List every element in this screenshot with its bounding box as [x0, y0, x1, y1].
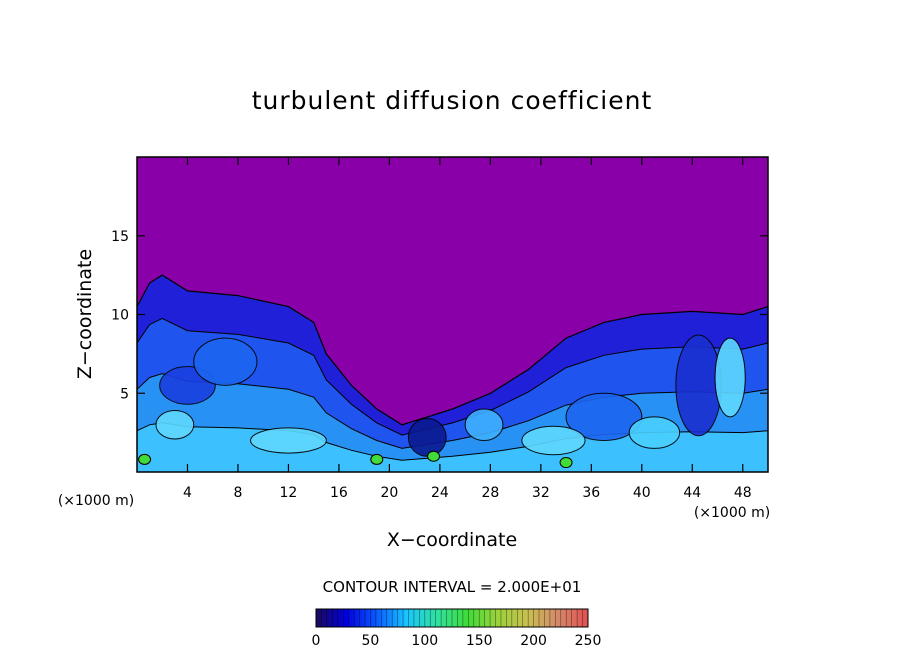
- eddy: [714, 337, 746, 418]
- x-tick-label: 24: [431, 485, 449, 501]
- eddy: [407, 417, 447, 457]
- high-value-spot: [559, 457, 573, 469]
- y-axis-label: Z−coordinate: [74, 249, 96, 379]
- eddy: [250, 427, 327, 454]
- x-tick-label: 4: [183, 485, 192, 501]
- y-tick-label: 15: [111, 229, 129, 245]
- eddy: [675, 334, 722, 437]
- x-tick-label: 32: [532, 485, 550, 501]
- x-tick-label: 40: [633, 485, 651, 501]
- x-tick-label: 28: [481, 485, 499, 501]
- x-tick-label: 48: [734, 485, 752, 501]
- high-value-spot: [370, 453, 384, 465]
- x-tick-label: 36: [582, 485, 600, 501]
- eddy: [521, 425, 586, 456]
- y-tick-label: 10: [111, 308, 129, 324]
- eddy: [565, 392, 643, 441]
- colorbar-tick-label: 50: [361, 633, 379, 649]
- x-tick-label: 12: [280, 485, 298, 501]
- chart-title: turbulent diffusion coefficient: [251, 86, 653, 115]
- colorbar-tick-label: 250: [575, 633, 602, 649]
- eddy: [155, 410, 195, 440]
- plot-area: [137, 157, 768, 472]
- x-tick-label: 44: [683, 485, 701, 501]
- contour-outer: [137, 274, 768, 472]
- colorbar-frame: [315, 608, 589, 628]
- y-tick-label: 5: [120, 386, 129, 402]
- colorbar-tick-label: 100: [411, 633, 438, 649]
- x-unit-left: (×1000 m): [58, 493, 134, 509]
- high-value-spot: [427, 450, 441, 462]
- x-tick-label: 8: [233, 485, 242, 501]
- eddy: [193, 337, 258, 386]
- x-tick-label: 16: [330, 485, 348, 501]
- colorbar: 0 50 100 150 200 250: [312, 608, 602, 649]
- x-unit-right: (×1000 m): [694, 505, 770, 521]
- colorbar-tick-label: 200: [520, 633, 547, 649]
- high-value-spot: [138, 453, 152, 465]
- colorbar-tick-label: 0: [312, 633, 321, 649]
- x-axis-label: X−coordinate: [387, 529, 517, 551]
- colorbar-tick-label: 150: [466, 633, 493, 649]
- eddy: [628, 416, 681, 449]
- x-tick-label: 20: [380, 485, 398, 501]
- eddy: [464, 408, 504, 442]
- contour-interval-label: CONTOUR INTERVAL = 2.000E+01: [323, 578, 582, 596]
